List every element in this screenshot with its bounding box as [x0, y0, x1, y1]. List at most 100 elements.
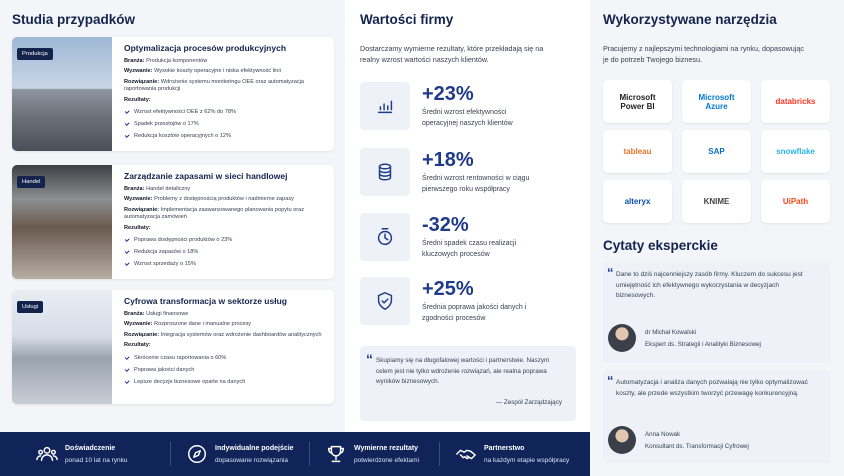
icon: [186, 443, 208, 465]
tool-name: Microsoft Power BI: [619, 92, 656, 111]
case-card: Handel Zarządzanie zapasami w sieci handl…: [12, 165, 334, 279]
case-label: Wyzwanie:: [124, 321, 153, 328]
case-image: Produkcja: [12, 37, 112, 151]
icon: [374, 95, 396, 117]
footer-subtitle: ponad 10 lat na rynku: [65, 457, 128, 464]
case-title: Optymalizacja procesów produkcyjnych: [124, 43, 287, 53]
expert-role: Konsultant ds. Transformacji Cyfrowej: [645, 443, 749, 450]
tool-logo: databricks: [761, 80, 830, 123]
case-industry: Branża: Produkcja komponentów: [124, 58, 329, 65]
stat-icon-box: [360, 148, 410, 196]
case-value: Handel detaliczny: [146, 186, 191, 192]
stat-icon-box: [360, 82, 410, 130]
icon-graphic: [456, 449, 476, 460]
case-challenge: Wyzwanie: Wysokie koszty operacyjne i ni…: [124, 68, 329, 75]
case-content: Optymalizacja procesów produkcyjnych Bran…: [124, 43, 329, 145]
case-label: Branża:: [124, 58, 145, 64]
expert-quote: “Dane to dziś najcenniejszy zasób firmy.…: [603, 262, 830, 363]
stat-icon-box: [360, 213, 410, 261]
case-image: Usługi: [12, 290, 112, 404]
case-industry: Branża: Handel detaliczny: [124, 186, 329, 193]
case-title: Cyfrowa transformacja w sektorze usług: [124, 296, 287, 306]
case-badge: Usługi: [17, 301, 44, 313]
case-value: Rozproszone dane i manualne procesy: [154, 321, 252, 328]
case-value: Produkcja komponentów: [146, 58, 208, 64]
case-results-label: Rezultaty:: [124, 96, 151, 103]
case-industry: Branża: Usługi finansowe: [124, 311, 329, 318]
case-results-label: Rezultaty:: [124, 224, 151, 231]
quote-mark: “: [366, 351, 373, 367]
expert-name: Anna Nowak: [645, 431, 681, 438]
tool-name: databricks: [775, 97, 816, 106]
stat-description: Średni spadek czasu realizacji kluczowyc…: [422, 240, 517, 258]
case-label: Branża:: [124, 186, 145, 192]
tool-name: snowflake: [776, 147, 815, 156]
section-title: Studia przypadków: [12, 12, 136, 27]
footer-subtitle: dopasowane rozwiązania: [215, 457, 288, 464]
values-quote: “Skupiamy się na długofalowej wartości i…: [360, 346, 576, 421]
tool-logo: SAP: [682, 130, 751, 173]
tool-logo: KNIME: [682, 180, 751, 223]
expert-quote-text: Dane to dziś najcenniejszy zasób firmy. …: [616, 271, 803, 300]
footer-title: Wymierne rezultaty: [354, 445, 419, 452]
stat-value: +18%: [422, 149, 474, 171]
case-label: Rozwiązanie:: [124, 78, 160, 85]
tool-logo: Microsoft Azure: [682, 80, 751, 123]
case-label: Wyzwanie:: [124, 68, 153, 75]
values-quote-text: Skupiamy się na długofalowej wartości i …: [376, 357, 550, 385]
icon: [374, 290, 396, 312]
tool-name: SAP: [708, 147, 725, 156]
case-label: Rozwiązanie:: [124, 206, 160, 213]
values-intro: Dostarczamy wymierne rezultaty, które pr…: [360, 44, 544, 64]
case-value: Usługi finansowe: [146, 311, 189, 317]
case-label: Rozwiązanie:: [124, 331, 160, 338]
case-solution: Rozwiązanie: Wdrożenie systemu monitorin…: [124, 79, 329, 94]
case-result: Redukcja kosztów operacyjnych o 12%: [124, 133, 329, 140]
avatar: [608, 324, 636, 352]
icon: [36, 443, 58, 465]
icon-graphic: [377, 100, 393, 114]
icon-graphic: [378, 163, 392, 181]
tool-name: Microsoft Azure: [698, 92, 735, 111]
case-content: Zarządzanie zapasami w sieci handlowej Br…: [124, 171, 329, 273]
stat-description: Średni wzrost efektywności operacyjnej n…: [422, 109, 513, 127]
section-title: Cytaty eksperckie: [603, 238, 718, 253]
icon: [374, 161, 396, 183]
quote-mark: “: [607, 373, 614, 388]
case-result: Lepsze decyzje biznesowe oparte na danyc…: [124, 379, 329, 386]
footer-bar: [0, 432, 590, 476]
case-result: Skrócenie czasu raportowania o 60%: [124, 355, 329, 362]
icon: [325, 443, 347, 465]
case-label: Branża:: [124, 311, 145, 317]
stat-icon-box: [360, 277, 410, 325]
case-value: Integracja systemów oraz wdrożenie dashb…: [160, 331, 322, 338]
case-image: Handel: [12, 165, 112, 279]
tool-name: alteryx: [624, 197, 651, 206]
case-result: Redukcja zapasów o 18%: [124, 249, 329, 256]
icon-graphic: [377, 292, 393, 310]
tool-name: KNIME: [703, 197, 730, 206]
values-quote-author: — Zespół Zarządzający: [495, 399, 562, 406]
case-badge: Handel: [17, 176, 46, 188]
quote-mark: “: [607, 265, 614, 280]
case-label: Wyzwanie:: [124, 196, 153, 203]
case-challenge: Wyzwanie: Problemy z dostępnością produk…: [124, 196, 329, 203]
tool-name: UiPath: [782, 197, 809, 206]
icon-graphic: [327, 445, 345, 463]
tools-intro: Pracujemy z najlepszymi technologiami na…: [603, 44, 804, 64]
case-result: Poprawa dostępności produktów o 23%: [124, 237, 329, 244]
case-value: Implementacja zaawansowanego planowania …: [124, 206, 305, 221]
avatar: [608, 426, 636, 454]
tool-logo: snowflake: [761, 130, 830, 173]
case-value: Wdrożenie systemu monitoringu OEE oraz a…: [124, 78, 305, 93]
section-title: Wykorzystywane narzędzia: [603, 12, 777, 27]
case-results-label: Rezultaty:: [124, 342, 151, 349]
case-content: Cyfrowa transformacja w sektorze usług Br…: [124, 296, 329, 391]
case-solution: Rozwiązanie: Integracja systemów oraz wd…: [124, 332, 329, 339]
case-card: Usługi Cyfrowa transformacja w sektorze u…: [12, 290, 334, 404]
footer-title: Partnerstwo: [484, 445, 525, 452]
footer-title: Indywidualne podejście: [215, 445, 294, 452]
case-result: Spadek przestojów o 17%: [124, 121, 329, 128]
icon-graphic: [377, 228, 393, 246]
stat-description: Średnia poprawa jakości danych i zgodnoś…: [422, 304, 527, 322]
